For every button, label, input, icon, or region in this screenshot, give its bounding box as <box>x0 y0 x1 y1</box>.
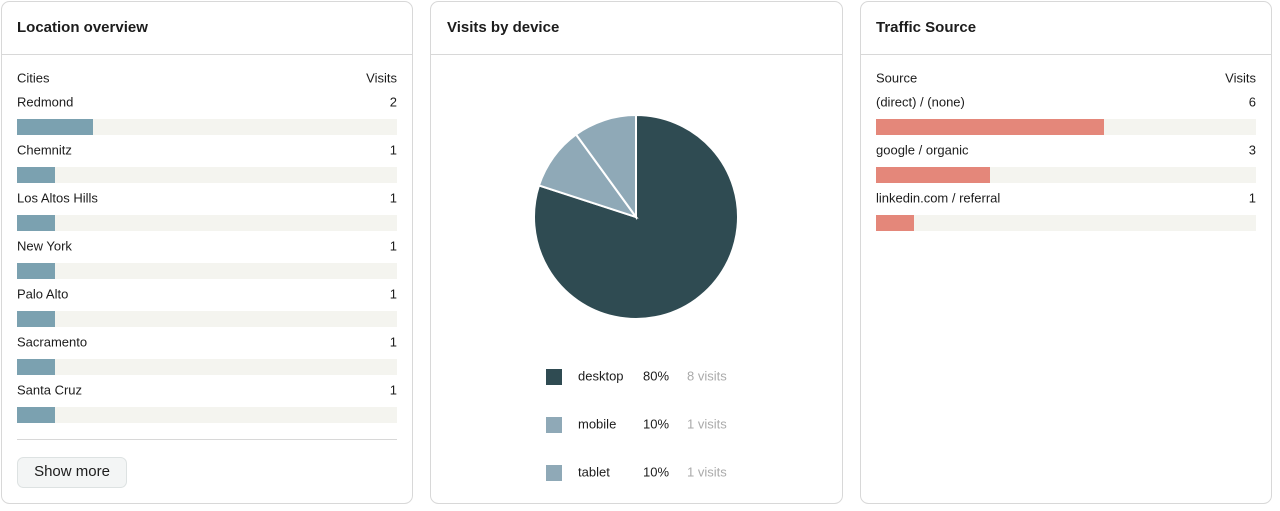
column-header: Source <box>876 70 917 85</box>
panel-title: Location overview <box>17 19 148 36</box>
legend-label: mobile <box>578 416 616 431</box>
bar <box>17 311 55 327</box>
bar-track <box>17 215 397 231</box>
column-header: Visits <box>1225 70 1256 85</box>
row-label: Sacramento <box>17 334 87 349</box>
bar <box>17 119 93 135</box>
panel-title: Visits by device <box>447 19 559 36</box>
legend-visits: 8 visits <box>687 368 727 383</box>
button-bg[interactable] <box>17 457 127 488</box>
traffic-panel <box>860 1 1272 504</box>
row-value: 1 <box>390 334 397 349</box>
row-label: (direct) / (none) <box>876 94 965 109</box>
button-label[interactable]: Show more <box>34 463 110 480</box>
row-value: 1 <box>390 382 397 397</box>
legend-label: tablet <box>578 464 610 479</box>
legend-percent: 10% <box>643 464 669 479</box>
column-header: Cities <box>17 70 50 85</box>
row-value: 1 <box>390 238 397 253</box>
bar-track <box>17 311 397 327</box>
bar <box>17 215 55 231</box>
row-value: 3 <box>1249 142 1256 157</box>
bar-track <box>17 119 397 135</box>
show-more-button[interactable]: Show more <box>17 457 127 488</box>
bar-track <box>17 263 397 279</box>
legend-label: desktop <box>578 368 624 383</box>
row-label: New York <box>17 238 72 253</box>
bar <box>17 359 55 375</box>
bar-track <box>17 407 397 423</box>
row-label: Los Altos Hills <box>17 190 98 205</box>
bar-track <box>876 215 1256 231</box>
legend-percent: 80% <box>643 368 669 383</box>
panel-title: Traffic Source <box>876 19 976 36</box>
row-value: 1 <box>1249 190 1256 205</box>
row-label: google / organic <box>876 142 969 157</box>
bar <box>876 119 1104 135</box>
bar <box>17 167 55 183</box>
legend-visits: 1 visits <box>687 464 727 479</box>
bar-track <box>17 359 397 375</box>
row-label: linkedin.com / referral <box>876 190 1000 205</box>
bar <box>17 407 55 423</box>
pie-slice <box>574 113 637 221</box>
bar-track <box>17 167 397 183</box>
bar <box>876 167 990 183</box>
row-value: 1 <box>390 190 397 205</box>
row-label: Redmond <box>17 94 73 109</box>
row-value: 1 <box>390 142 397 157</box>
bar <box>876 215 914 231</box>
column-header: Visits <box>366 70 397 85</box>
row-value: 6 <box>1249 94 1256 109</box>
legend-swatch <box>546 369 562 385</box>
bar <box>17 263 55 279</box>
legend-swatch <box>546 417 562 433</box>
legend-swatch <box>546 465 562 481</box>
legend-visits: 1 visits <box>687 416 727 431</box>
row-value: 2 <box>390 94 397 109</box>
row-label: Chemnitz <box>17 142 72 157</box>
row-label: Santa Cruz <box>17 382 82 397</box>
row-label: Palo Alto <box>17 286 68 301</box>
legend-percent: 10% <box>643 416 669 431</box>
row-value: 1 <box>390 286 397 301</box>
